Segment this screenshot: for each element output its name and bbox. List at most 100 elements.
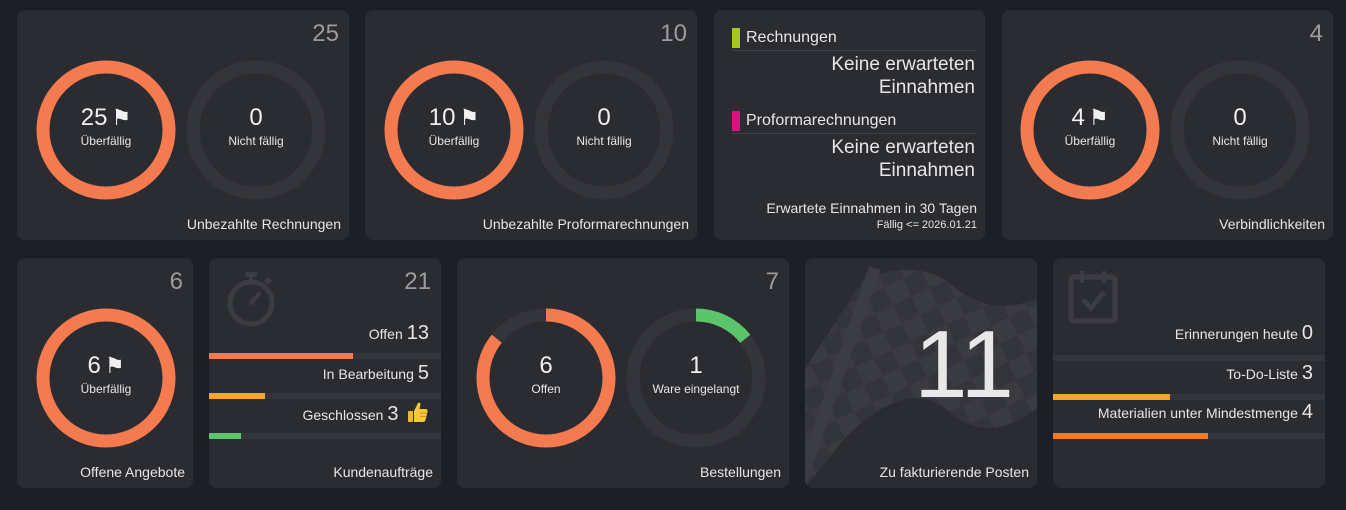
stat-value: 3 (387, 403, 399, 425)
flag-icon: ⚑ (104, 353, 125, 378)
open-quotes-card[interactable]: 6 6 ⚑ Überfällig Offene Angebote (17, 258, 193, 488)
received-value: 1 (689, 352, 703, 379)
card-title: Unbezahlte Proformarechnungen (482, 216, 689, 232)
progress-fill (1053, 433, 1209, 439)
overdue-value: 25 (80, 104, 108, 131)
progress-fill (209, 393, 265, 399)
card-title: Bestellungen (700, 464, 781, 480)
card-count: 4 (1309, 20, 1323, 47)
overdue-label: Überfällig (428, 134, 480, 148)
stat-row-open[interactable]: Offen 13 (209, 322, 441, 345)
section-text-2: Einnahmen (878, 160, 975, 181)
calendar-check-icon (1068, 271, 1118, 324)
overdue-gauge[interactable]: 25 ⚑ Überfällig (36, 60, 176, 200)
ring-progress (36, 308, 176, 448)
section-text-1: Keine erwarteten (831, 137, 975, 158)
card-count: 10 (660, 20, 687, 47)
progress-fill (209, 433, 242, 439)
overdue-ring (1020, 60, 1160, 200)
ring-progress (476, 308, 616, 448)
ring-track (186, 60, 326, 200)
overdue-value: 6 (87, 352, 101, 379)
stat-label: Offen (368, 326, 403, 342)
received-gauge[interactable]: 1 Ware eingelangt (626, 308, 766, 448)
flag-icon: ⚑ (111, 105, 132, 130)
section-title: Proformarechnungen (746, 112, 897, 129)
ring-track (1170, 60, 1310, 200)
received-label: Ware eingelangt (652, 382, 740, 396)
notdue-gauge[interactable]: 0 Nicht fällig (534, 60, 674, 200)
stat-row-reminders-today[interactable]: Erinnerungen heute 0 (1053, 322, 1325, 345)
to-invoice-value: 11 (914, 311, 1014, 418)
notdue-label: Nicht fällig (576, 134, 632, 148)
section-title: Rechnungen (746, 29, 837, 46)
income-section-invoices[interactable]: Rechnungen Keine erwarteten Einnahmen (732, 28, 977, 99)
notdue-value: 0 (249, 104, 263, 131)
stat-row-closed[interactable]: Geschlossen 3 (209, 401, 441, 426)
reminders-card[interactable]: Erinnerungen heute 0 To-Do-Liste 3 Materia… (1053, 258, 1325, 488)
progress-fill (209, 353, 353, 359)
income-section-proforma[interactable]: Proformarechnungen Keine erwarteten Einn… (732, 111, 977, 182)
overdue-gauge[interactable]: 4 ⚑ Überfällig (1020, 60, 1160, 200)
stat-label: Erinnerungen heute (1174, 326, 1298, 342)
section-color-bar (732, 111, 740, 131)
card-count: 7 (765, 268, 779, 295)
overdue-ring (384, 60, 524, 200)
progress-track (1053, 355, 1325, 361)
open-value: 6 (539, 352, 553, 379)
overdue-ring (36, 308, 176, 448)
open-ring (476, 308, 616, 448)
stat-row-todo-list[interactable]: To-Do-Liste 3 (1053, 362, 1325, 385)
card-count: 21 (404, 268, 431, 295)
stat-value: 13 (406, 322, 429, 344)
flag-icon: ⚑ (459, 105, 480, 130)
unpaid-proforma-card[interactable]: 10 10 ⚑ Überfällig 0 Nicht fällig Unbezah… (365, 10, 697, 240)
stat-label: Geschlossen (302, 407, 384, 423)
notdue-ring (186, 60, 326, 200)
progress-track (209, 433, 441, 439)
overdue-gauge[interactable]: 6 ⚑ Überfällig (36, 308, 176, 448)
to-invoice-card[interactable]: 11 Zu fakturierende Posten (805, 258, 1037, 488)
ring-progress (626, 308, 766, 448)
card-title: Kundenaufträge (333, 464, 433, 480)
notdue-gauge[interactable]: 0 Nicht fällig (186, 60, 326, 200)
progress-track (209, 393, 441, 399)
stat-value: 5 (417, 362, 429, 384)
overdue-label: Überfällig (80, 382, 132, 396)
section-color-bar (732, 28, 740, 48)
stat-row-in-progress[interactable]: In Bearbeitung 5 (209, 362, 441, 385)
notdue-label: Nicht fällig (228, 134, 284, 148)
card-title: Offene Angebote (80, 464, 185, 480)
stat-label: To-Do-Liste (1226, 366, 1298, 382)
open-label: Offen (531, 382, 561, 396)
customer-orders-card[interactable]: 21 Offen 13 In Bearbeitung 5 Geschlossen 3 … (209, 258, 441, 488)
card-count: 6 (169, 268, 183, 295)
stopwatch-icon (227, 272, 275, 327)
progress-track (1053, 394, 1325, 400)
due-date-note: Fällig <= 2026.01.21 (876, 219, 977, 231)
overdue-label: Überfällig (80, 134, 132, 148)
stat-value: 3 (1301, 362, 1313, 384)
ring-progress (1020, 60, 1160, 200)
section-text-1: Keine erwarteten (831, 54, 975, 75)
purchase-orders-card[interactable]: 7 6 Offen 1 Ware eingelangt Bestellungen (457, 258, 789, 488)
expected-income-card[interactable]: Rechnungen Keine erwarteten Einnahmen Pr… (714, 10, 985, 240)
card-title: Zu fakturierende Posten (879, 464, 1029, 480)
stat-row-materials-below-min[interactable]: Materialien unter Mindestmenge 4 (1053, 401, 1325, 424)
notdue-gauge[interactable]: 0 Nicht fällig (1170, 60, 1310, 200)
ring-track (534, 60, 674, 200)
notdue-ring (1170, 60, 1310, 200)
ring-progress (36, 60, 176, 200)
unpaid-invoices-card[interactable]: 25 25 ⚑ Überfällig 0 Nicht fällig Unbezah… (17, 10, 349, 240)
overdue-value: 10 (428, 104, 456, 131)
card-title: Unbezahlte Rechnungen (186, 216, 341, 232)
card-title: Verbindlichkeiten (1219, 216, 1325, 232)
notdue-label: Nicht fällig (1212, 134, 1268, 148)
overdue-label: Überfällig (1064, 134, 1116, 148)
section-text-2: Einnahmen (878, 77, 975, 98)
checkered-flag-icon (805, 266, 1037, 488)
liabilities-card[interactable]: 4 4 ⚑ Überfällig 0 Nicht fällig Verbindli… (1002, 10, 1333, 240)
overdue-gauge[interactable]: 10 ⚑ Überfällig (384, 60, 524, 200)
stat-value: 4 (1301, 401, 1313, 423)
open-gauge[interactable]: 6 Offen (476, 308, 616, 448)
